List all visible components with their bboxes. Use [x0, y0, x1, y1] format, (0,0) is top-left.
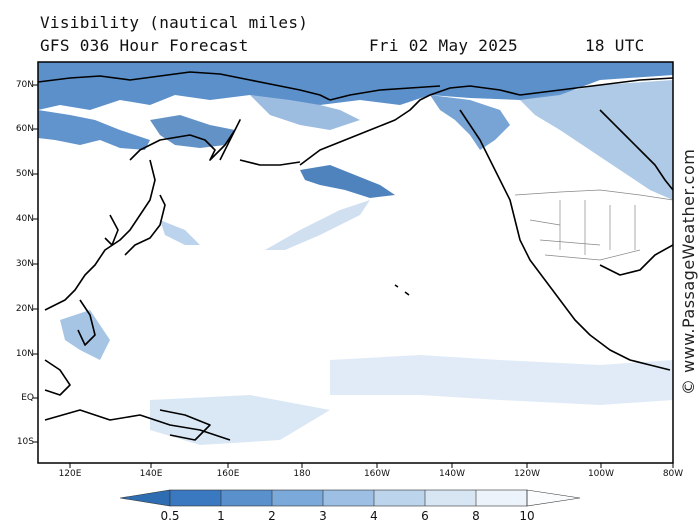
lon-label: 180 [293, 469, 311, 479]
lat-label: 40N [15, 214, 34, 224]
coast-alaska [299, 85, 521, 166]
coast-korea [104, 214, 119, 246]
map-frame [37, 61, 674, 464]
colorbar-label: 0.5 [160, 509, 180, 523]
coast-png [159, 409, 211, 441]
lon-label: 160E [216, 469, 240, 479]
low-vis-alaska [430, 95, 510, 150]
colorbar-bin [374, 490, 425, 506]
visibility-field [38, 62, 673, 463]
coast-japan [124, 194, 166, 256]
colorbar-bin [476, 490, 527, 506]
colorbar-bin [323, 490, 374, 506]
coast-borneo [44, 359, 71, 396]
low-vis-arctic [38, 62, 673, 110]
map-title: Visibility (nautical miles) [40, 13, 309, 32]
haze-central [265, 200, 370, 250]
coastlines [38, 71, 673, 441]
coast-hudson [599, 109, 673, 191]
lon-label: 80W [662, 469, 684, 479]
colorbar-label: 3 [319, 509, 327, 523]
coast-arctic-alaska [329, 85, 441, 101]
low-vis-siberia [38, 110, 150, 150]
colorbar-label: 1 [217, 509, 225, 523]
haze-tropics [330, 355, 673, 405]
coast-okhotsk [129, 119, 241, 161]
lon-label: 120W [513, 469, 541, 479]
low-vis-canada [520, 80, 673, 200]
lat-label: 70N [15, 80, 34, 90]
colorbar-label: 6 [421, 509, 429, 523]
colorbar-label: 8 [472, 509, 480, 523]
coast-east-asia [44, 159, 156, 311]
coast-philippines [77, 299, 96, 346]
lat-label: 50N [15, 169, 34, 179]
colorbar-bin [221, 490, 272, 506]
coast-siberia [38, 71, 331, 101]
colorbar-high-arrow [526, 489, 581, 507]
coast-indonesia [44, 409, 231, 441]
lon-label: 100W [587, 469, 615, 479]
borders [514, 189, 673, 261]
colorbar-bin [170, 490, 221, 506]
coast-nw-america [459, 109, 671, 371]
colorbar-label: 2 [268, 509, 276, 523]
lat-label: 20N [15, 304, 34, 314]
low-vis-bering [250, 95, 360, 130]
haze-japan [160, 220, 200, 245]
colorbar-bin [272, 490, 323, 506]
colorbar-low-arrow [119, 489, 171, 507]
axis-ticks [33, 84, 674, 468]
colorbar [119, 489, 581, 507]
lat-label: 60N [15, 124, 34, 134]
forecast-date: Fri 02 May 2025 [369, 36, 518, 55]
haze-south [150, 395, 330, 445]
coast-gulf [599, 244, 673, 276]
coast-hawaii [394, 284, 410, 296]
forecast-subtitle: GFS 036 Hour Forecast [40, 36, 249, 55]
haze-philippines [60, 310, 110, 360]
lat-label: 10N [15, 349, 34, 359]
colorbar-label: 10 [519, 509, 535, 523]
colorbar-label: 4 [370, 509, 378, 523]
lat-label: 10S [16, 437, 34, 447]
forecast-time: 18 UTC [585, 36, 645, 55]
lon-label: 140W [438, 469, 466, 479]
watermark: © www.PassageWeather.com [679, 148, 698, 395]
low-vis-pacific-streak [300, 165, 395, 198]
colorbar-bin [425, 490, 476, 506]
lon-label: 160W [363, 469, 391, 479]
coast-north-canada [519, 77, 673, 96]
coast-aleutians [239, 159, 301, 166]
lat-label: EQ [21, 393, 34, 403]
lat-label: 30N [15, 259, 34, 269]
lon-label: 140E [139, 469, 163, 479]
low-vis-kamchatka [150, 115, 235, 148]
lon-label: 120E [58, 469, 82, 479]
